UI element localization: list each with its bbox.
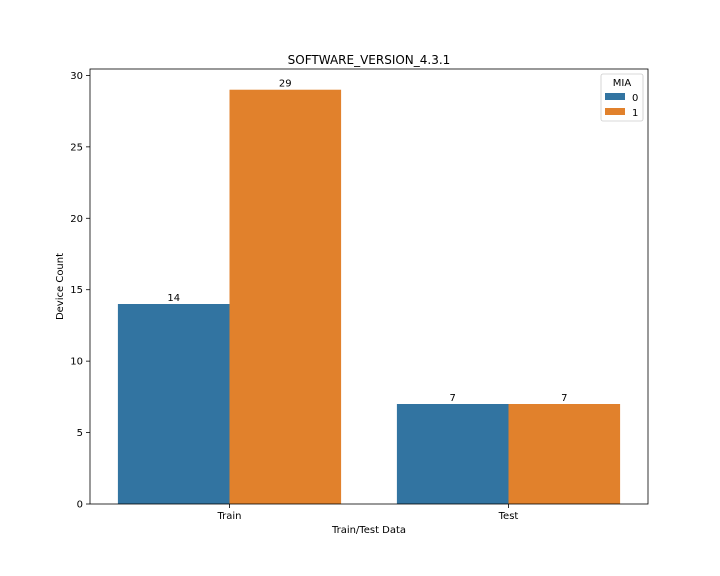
y-axis-label: Device Count (55, 253, 66, 320)
bar-value-label: 29 (279, 79, 292, 90)
x-tick-label: Test (498, 511, 519, 522)
bar-train-mia-1 (229, 89, 342, 504)
bar-value-label: 14 (167, 293, 180, 304)
x-axis-label: Train/Test Data (331, 525, 406, 536)
y-tick-label: 5 (77, 428, 83, 439)
bar-labels-group: 14 7 29 7 (167, 79, 567, 404)
bar-test-mia-1 (508, 404, 621, 504)
bar-test-mia-0 (396, 404, 509, 504)
bar-value-label: 7 (450, 393, 456, 404)
y-tick-label: 25 (70, 142, 83, 153)
y-tick-label: 30 (70, 71, 83, 82)
y-tick-label: 0 (77, 500, 83, 511)
bar-value-label: 7 (561, 393, 567, 404)
y-tick-label: 15 (70, 285, 83, 296)
legend-swatch-0 (605, 93, 625, 100)
x-axis-ticks: Train Test (217, 504, 519, 522)
legend-swatch-1 (605, 108, 625, 115)
chart-title: SOFTWARE_VERSION_4.3.1 (288, 53, 451, 67)
legend-label-0: 0 (632, 93, 638, 104)
legend-title: MIA (613, 78, 632, 89)
y-axis-ticks: 0 5 10 15 20 25 30 (70, 71, 90, 511)
bar-train-mia-0 (117, 304, 230, 504)
plot-frame (89, 68, 649, 505)
legend: MIA 0 1 (600, 73, 644, 122)
y-tick-label: 20 (70, 214, 83, 225)
y-tick-label: 10 (70, 357, 83, 368)
bars-group (117, 89, 621, 504)
x-tick-label: Train (217, 511, 242, 522)
legend-label-1: 1 (632, 108, 638, 119)
